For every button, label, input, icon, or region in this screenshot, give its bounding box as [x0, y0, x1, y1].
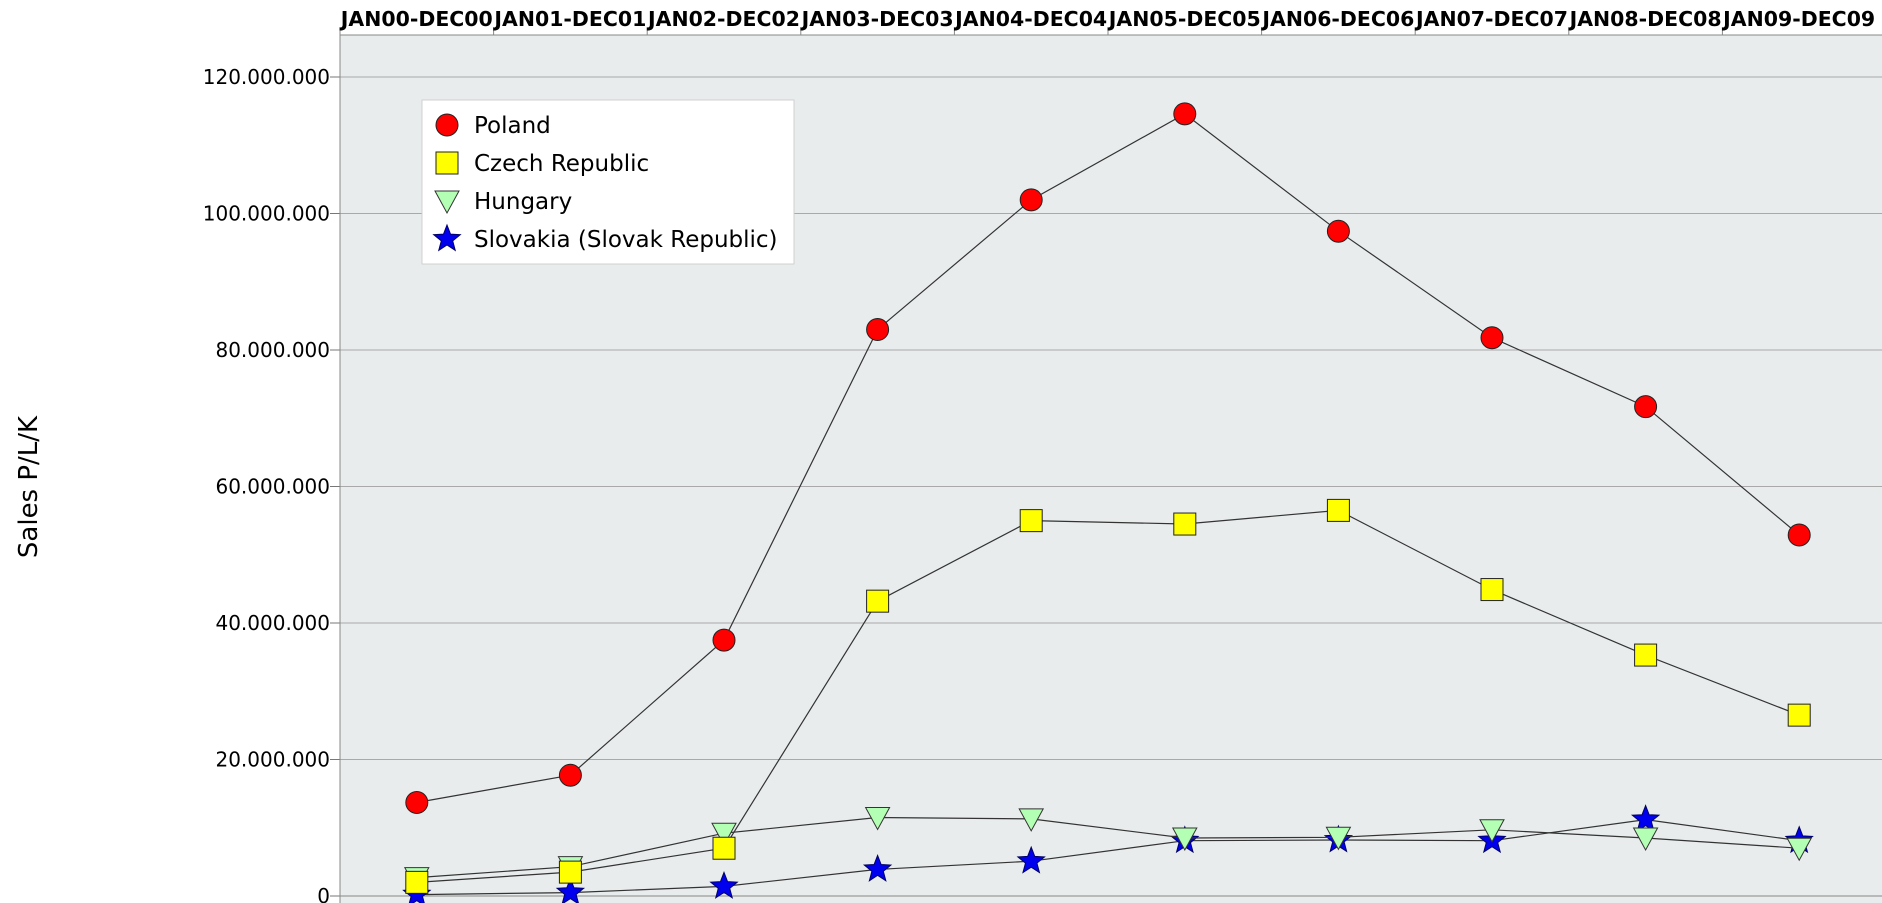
- legend-label: Hungary: [474, 189, 572, 215]
- axes: [339, 34, 1882, 903]
- series: [402, 102, 1814, 903]
- data-point: [1173, 512, 1197, 536]
- y-tick-label: 100.000.000: [203, 202, 330, 226]
- data-point: [866, 318, 890, 342]
- category-label: JAN06-DEC06: [1260, 7, 1414, 31]
- series-line: [416, 509, 1800, 883]
- data-point: [1479, 819, 1505, 843]
- legend-marker: [432, 223, 462, 252]
- data-point: [1632, 827, 1659, 852]
- data-point: [405, 790, 429, 814]
- data-point: [1786, 837, 1813, 862]
- category-label: JAN09-DEC09: [1721, 7, 1875, 31]
- category-label: JAN04-DEC04: [953, 7, 1107, 31]
- category-label: JAN07-DEC07: [1414, 7, 1568, 31]
- data-point: [1630, 804, 1661, 833]
- legend-label: Poland: [474, 113, 551, 139]
- legend-marker: [435, 151, 459, 175]
- category-labels: JAN00-DEC00 JAN01-DEC01 JAN02-DEC02 JAN03-D…: [339, 7, 1875, 35]
- series-1: [405, 498, 1811, 894]
- series-line: [416, 113, 1800, 804]
- series-line: [416, 818, 1800, 896]
- legend-marker: [435, 113, 459, 137]
- data-point: [866, 589, 890, 613]
- series-line: [416, 816, 1800, 879]
- data-point: [1787, 703, 1811, 727]
- y-tick-label: 120.000.000: [203, 65, 330, 89]
- y-axis-title: Sales P/L/K: [14, 415, 44, 558]
- legend-label: Slovakia (Slovak Republic): [474, 227, 778, 253]
- data-point: [405, 870, 429, 894]
- data-point: [1173, 102, 1197, 126]
- legend-box: [421, 99, 795, 265]
- data-point: [1325, 826, 1352, 851]
- y-tick-label: 0: [317, 884, 330, 903]
- data-point: [1480, 326, 1504, 350]
- category-label: JAN08-DEC08: [1568, 7, 1722, 31]
- series-0: [405, 102, 1811, 814]
- category-label: JAN00-DEC00: [339, 7, 493, 31]
- y-tick-labels: 0 20.000.000 40.000.000 60.000.000 80.000.00…: [203, 65, 330, 903]
- y-tick-label: 40.000.000: [215, 611, 330, 635]
- data-point: [558, 860, 582, 884]
- data-point: [558, 763, 582, 787]
- data-point: [1634, 643, 1658, 667]
- data-point: [1018, 808, 1045, 832]
- category-label: JAN05-DEC05: [1107, 7, 1261, 31]
- data-point: [1019, 509, 1043, 533]
- data-point: [709, 871, 739, 899]
- category-label: JAN03-DEC03: [800, 7, 954, 31]
- data-point: [862, 853, 893, 882]
- data-point: [712, 836, 736, 860]
- y-tick-label: 20.000.000: [215, 748, 330, 772]
- data-point: [1326, 219, 1350, 243]
- data-point: [1787, 523, 1811, 547]
- legend-label: Czech Republic: [474, 151, 649, 177]
- data-point: [864, 807, 891, 831]
- category-label: JAN02-DEC02: [646, 7, 800, 31]
- y-tick-label: 60.000.000: [215, 475, 330, 499]
- data-point: [555, 877, 586, 903]
- legend: Poland Czech Republic Hungary Slovakia (Slo…: [421, 99, 795, 265]
- data-point: [1326, 498, 1350, 522]
- category-label: JAN01-DEC01: [492, 7, 646, 31]
- data-point: [1016, 845, 1046, 874]
- data-point: [1171, 827, 1198, 852]
- data-point: [1019, 188, 1043, 212]
- data-point: [712, 628, 736, 652]
- y-tick-label: 80.000.000: [215, 338, 330, 362]
- legend-marker: [434, 190, 460, 215]
- data-point: [1480, 578, 1504, 602]
- data-point: [1634, 395, 1658, 419]
- data-point: [711, 822, 737, 847]
